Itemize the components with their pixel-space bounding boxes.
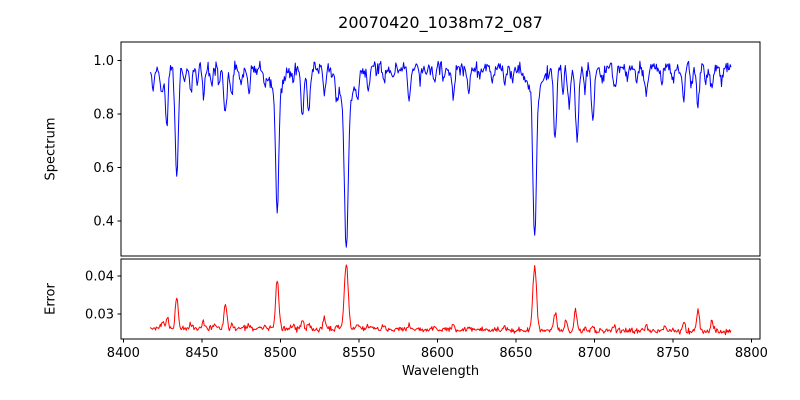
x-tick-label: 8500 <box>264 346 297 361</box>
x-tick-label: 8400 <box>107 346 140 361</box>
x-tick-label: 8450 <box>185 346 218 361</box>
x-axis-label: Wavelength <box>401 364 480 379</box>
error-y-tick-label: 0.03 <box>85 308 114 323</box>
spectrum-y-tick-label: 0.8 <box>93 108 114 123</box>
spectrum-y-tick-label: 0.4 <box>93 215 114 230</box>
x-tick-label: 8550 <box>342 346 375 361</box>
error-y-tick-label: 0.04 <box>85 270 114 285</box>
spectrum-y-tick-label: 0.6 <box>93 161 114 176</box>
spectrum-y-tick-label: 1.0 <box>93 54 114 69</box>
x-tick-label: 8650 <box>499 346 532 361</box>
spectrum-axes-frame <box>120 41 761 257</box>
spectrum-series-line <box>149 60 732 248</box>
x-tick-label: 8750 <box>656 346 689 361</box>
error-series-line <box>149 264 732 336</box>
x-tick-label: 8700 <box>578 346 611 361</box>
figure-title: 20070420_1038m72_087 <box>338 13 543 32</box>
x-tick-label: 8600 <box>421 346 454 361</box>
x-tick-label: 8800 <box>735 346 768 361</box>
error-axes-frame <box>120 258 761 340</box>
